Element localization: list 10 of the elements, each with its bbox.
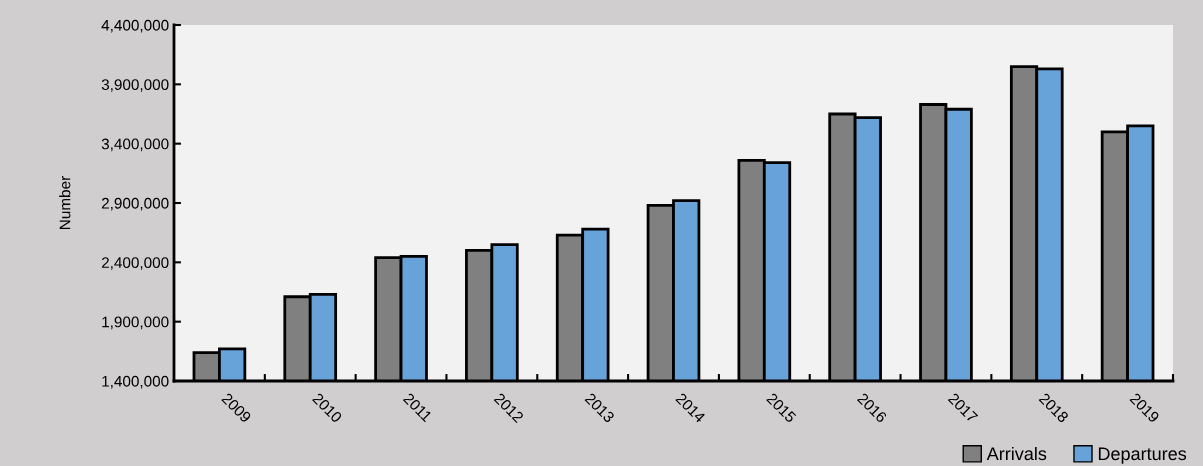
y-tick-label: 4,400,000 bbox=[101, 19, 169, 33]
y-tick-label: 1,400,000 bbox=[102, 375, 169, 389]
y-tick-label: 3,900,000 bbox=[101, 79, 169, 92]
y-axis-title: Number bbox=[59, 176, 71, 229]
legend-label: Departures bbox=[1098, 447, 1187, 464]
y-tick-label: 1,900,000 bbox=[102, 316, 169, 330]
y-tick-label: 2,900,000 bbox=[101, 197, 169, 211]
y-tick-label: 2,400,000 bbox=[101, 257, 169, 270]
legend-label: Arrivals bbox=[986, 446, 1047, 461]
y-tick-label: 3,400,000 bbox=[101, 138, 169, 152]
